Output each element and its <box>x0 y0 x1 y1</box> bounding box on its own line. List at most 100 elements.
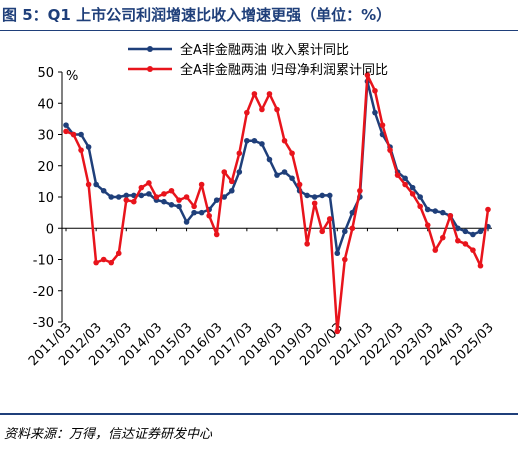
data-point <box>206 212 212 219</box>
data-point <box>236 169 243 175</box>
data-point <box>244 109 250 116</box>
data-point <box>304 241 310 247</box>
data-point <box>176 203 182 210</box>
data-point <box>259 106 265 113</box>
data-point <box>289 175 295 182</box>
data-point <box>281 137 288 144</box>
data-point <box>108 259 115 266</box>
series-revenue <box>63 78 491 257</box>
data-point <box>409 191 416 197</box>
y-tick-label: 10 <box>37 191 54 206</box>
data-point <box>477 262 484 269</box>
data-point <box>78 147 84 153</box>
data-point <box>213 197 220 203</box>
data-point <box>228 187 235 194</box>
data-point <box>462 241 469 247</box>
data-point <box>477 228 484 235</box>
data-point <box>439 209 446 216</box>
data-point <box>455 225 461 232</box>
series-profit <box>63 72 491 335</box>
y-tick-label: 50 <box>37 66 54 81</box>
data-point <box>191 203 197 210</box>
top-rule <box>0 30 518 31</box>
data-point <box>372 87 378 94</box>
data-point <box>402 181 408 188</box>
data-point <box>455 237 461 244</box>
data-point <box>115 250 122 257</box>
data-point <box>131 198 137 205</box>
data-point <box>168 187 175 194</box>
data-point <box>311 194 318 200</box>
data-point <box>146 180 152 186</box>
data-point <box>63 128 69 135</box>
data-point <box>349 209 356 216</box>
data-point <box>424 206 431 213</box>
y-tick-label: 40 <box>37 97 54 112</box>
data-point <box>274 106 280 113</box>
data-point <box>447 212 454 219</box>
data-point <box>296 181 303 188</box>
data-point <box>93 259 99 266</box>
data-point <box>326 192 333 199</box>
data-point <box>153 194 160 200</box>
data-point <box>319 228 326 235</box>
data-point <box>387 147 393 153</box>
y-tick-label: 0 <box>46 222 54 237</box>
source-note: 资料来源：万得，信达证券研发中心 <box>4 427 213 442</box>
data-point <box>176 197 182 203</box>
data-point <box>138 192 145 199</box>
data-point <box>349 225 356 232</box>
data-point <box>266 91 273 97</box>
data-point <box>168 202 175 208</box>
data-point <box>85 181 92 188</box>
data-point <box>123 192 130 199</box>
data-point <box>266 156 273 163</box>
data-point <box>259 141 265 147</box>
data-point <box>161 191 167 197</box>
data-point <box>85 144 92 150</box>
data-point <box>334 328 341 335</box>
data-point <box>364 72 371 78</box>
data-point <box>319 192 326 199</box>
data-point <box>409 184 416 191</box>
data-point <box>108 194 115 200</box>
data-point <box>281 169 288 175</box>
legend-marker <box>147 66 153 72</box>
y-tick-label: -10 <box>33 254 54 269</box>
data-point <box>251 91 258 97</box>
data-point <box>311 200 318 207</box>
data-point <box>100 187 107 194</box>
data-point <box>244 137 250 144</box>
figure-title: 图 5：Q1 上市公司利润增速比收入增速更强（单位：%） <box>2 6 392 24</box>
y-tick-label: -20 <box>33 285 54 300</box>
data-point <box>334 250 341 257</box>
y-unit-label: % <box>66 69 78 84</box>
data-point <box>326 216 333 222</box>
data-point <box>78 131 84 138</box>
data-point <box>342 256 348 263</box>
data-point <box>100 256 107 263</box>
data-point <box>123 197 130 203</box>
data-point <box>470 247 476 253</box>
data-point <box>417 194 423 200</box>
legend-label: 全A非金融两油 收入累计同比 <box>180 42 349 58</box>
data-point <box>432 247 439 253</box>
y-tick-label: -30 <box>33 316 54 331</box>
data-point <box>198 181 205 188</box>
data-point <box>485 206 491 213</box>
data-point <box>161 198 167 205</box>
data-point <box>402 175 408 182</box>
data-point <box>470 231 476 238</box>
legend-label: 全A非金融两油 归母净利润累计同比 <box>180 62 388 78</box>
y-tick-label: 30 <box>37 129 54 144</box>
data-point <box>221 194 228 200</box>
data-point <box>198 209 205 216</box>
y-tick-label: 20 <box>37 160 54 175</box>
data-point <box>379 122 386 128</box>
bottom-rule <box>0 413 518 415</box>
data-point <box>183 194 190 200</box>
data-point <box>357 187 363 194</box>
series-layer <box>63 72 491 335</box>
legend-marker <box>147 46 153 52</box>
